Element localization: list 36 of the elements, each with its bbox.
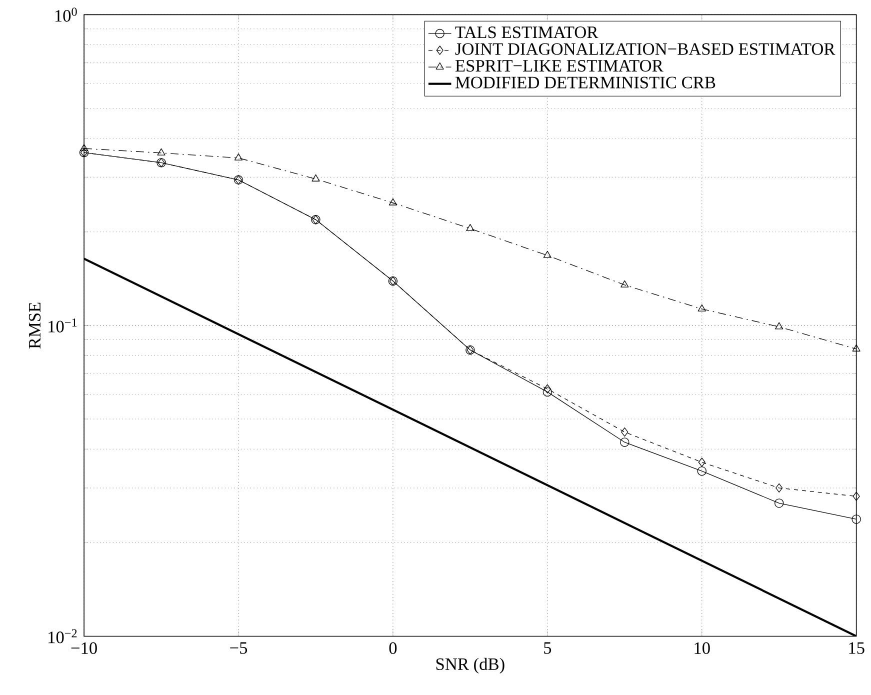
point <box>388 198 397 206</box>
point <box>312 174 320 182</box>
point <box>234 153 243 160</box>
point <box>621 427 628 437</box>
point <box>852 492 860 501</box>
point <box>698 458 706 467</box>
point <box>80 144 88 152</box>
point <box>466 224 474 232</box>
y-tick-label: 10$^{−1}$ <box>48 318 77 332</box>
x-tick-label: 0 <box>389 642 397 654</box>
legend-label: ESPRIT−LIKE ESTIMATOR <box>455 60 664 72</box>
point <box>697 466 706 476</box>
x-tick-label: 5 <box>544 642 552 654</box>
point <box>620 438 630 447</box>
x-axis-title: SNR (dB) <box>436 658 504 674</box>
point <box>544 384 551 394</box>
y-tick-label: 10$^{0}$ <box>55 8 77 22</box>
legend-label: MODIFIED DETERMINISTIC CRB <box>455 76 716 88</box>
legend-label: TALS ESTIMATOR <box>455 26 598 38</box>
x-tick-label: 15 <box>849 642 864 654</box>
point <box>852 344 860 352</box>
y-tick-label: 10$^{−2}$ <box>48 629 77 644</box>
point <box>157 148 166 156</box>
legend-label: JOINT DIAGONALIZATION−BASED ESTIMATOR <box>455 43 836 55</box>
y-axis-title: RMSE <box>28 302 41 349</box>
point <box>698 304 706 312</box>
point <box>776 483 783 493</box>
point <box>620 280 629 288</box>
point <box>542 387 552 397</box>
x-tick-label: −10 <box>71 642 97 654</box>
x-tick-label: 10 <box>694 642 710 654</box>
point <box>543 250 552 258</box>
point <box>852 514 861 524</box>
x-tick-label: −5 <box>230 642 248 654</box>
point <box>775 322 784 330</box>
point <box>774 498 784 508</box>
